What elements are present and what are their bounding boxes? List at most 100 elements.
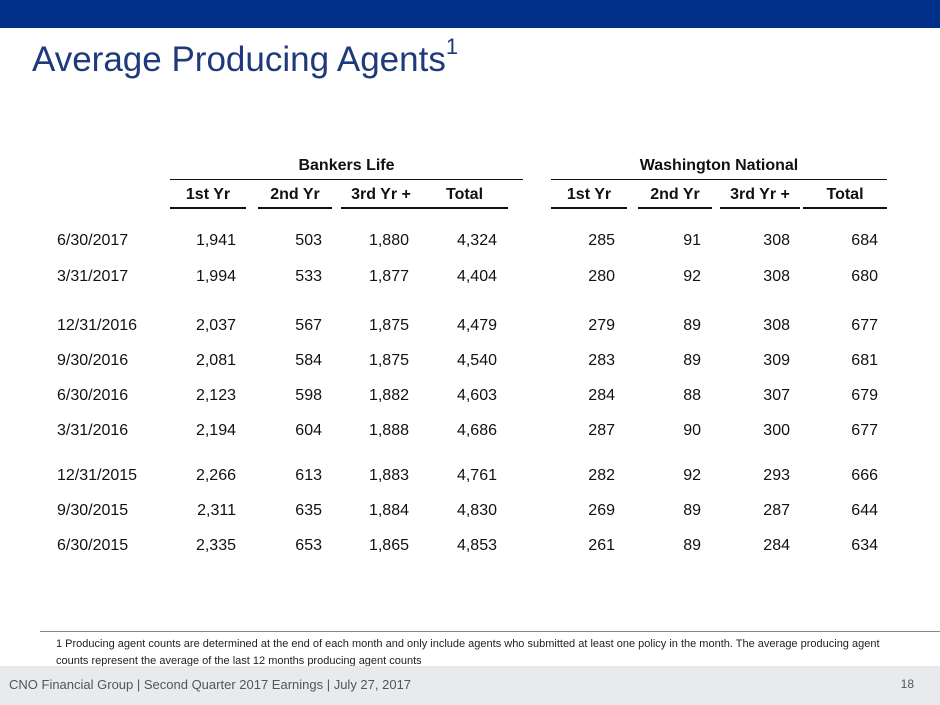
table-cell: 92 <box>683 268 701 285</box>
table-cell: 677 <box>851 422 878 439</box>
table-cell: 4,324 <box>456 232 497 249</box>
table-cell: 285 <box>588 232 615 249</box>
table-cell: 308 <box>763 317 790 334</box>
table-cell: 2,123 <box>195 387 236 404</box>
table-cell: 90 <box>683 422 701 439</box>
table-cell: 287 <box>588 422 615 439</box>
table-row: 6/30/2015 2,335 653 1,865 4,853 261 89 284 634 <box>0 537 940 557</box>
table-cell: 1,875 <box>368 352 409 369</box>
table-cell: 287 <box>763 502 790 519</box>
table-cell: 666 <box>851 467 878 484</box>
table-cell: 300 <box>763 422 790 439</box>
table-cell: 1,888 <box>368 422 409 439</box>
table-row: 12/31/2015 2,266 613 1,883 4,761 282 92 293 666 <box>0 467 940 487</box>
group-header-washington-national: Washington National <box>551 157 887 180</box>
table-cell: 89 <box>683 502 701 519</box>
row-date: 9/30/2016 <box>57 352 129 369</box>
table-cell: 681 <box>851 352 878 369</box>
table-cell: 284 <box>588 387 615 404</box>
table-cell: 307 <box>763 387 790 404</box>
table-cell: 4,761 <box>456 467 497 484</box>
table-cell: 308 <box>763 232 790 249</box>
row-date: 3/31/2017 <box>57 268 129 285</box>
table-cell: 279 <box>588 317 615 334</box>
table-cell: 280 <box>588 268 615 285</box>
group-header-bankers-life: Bankers Life <box>170 157 523 180</box>
table-cell: 634 <box>851 537 878 554</box>
table-cell: 679 <box>851 387 878 404</box>
footer-text: CNO Financial Group | Second Quarter 201… <box>9 677 412 692</box>
footnote: 1 Producing agent counts are determined … <box>56 638 880 667</box>
row-date: 12/31/2016 <box>57 317 138 334</box>
table-cell: 2,266 <box>195 467 236 484</box>
table-cell: 4,404 <box>456 268 497 285</box>
table-cell: 567 <box>295 317 322 334</box>
column-header: Total <box>421 186 508 209</box>
column-header: 1st Yr <box>551 186 627 209</box>
table-cell: 584 <box>295 352 322 369</box>
table-cell: 677 <box>851 317 878 334</box>
table-cell: 2,194 <box>195 422 236 439</box>
table-row: 9/30/2016 2,081 584 1,875 4,540 283 89 309 681 <box>0 352 940 372</box>
table-cell: 604 <box>295 422 322 439</box>
row-date: 9/30/2015 <box>57 502 129 519</box>
table-cell: 503 <box>295 232 322 249</box>
table-cell: 283 <box>588 352 615 369</box>
table-cell: 89 <box>683 352 701 369</box>
table-cell: 1,994 <box>195 268 236 285</box>
table-cell: 613 <box>295 467 322 484</box>
top-banner <box>0 0 940 28</box>
table-cell: 89 <box>683 537 701 554</box>
table-cell: 4,603 <box>456 387 497 404</box>
table-cell: 269 <box>588 502 615 519</box>
table-cell: 91 <box>683 232 701 249</box>
table-cell: 92 <box>683 467 701 484</box>
table-cell: 533 <box>295 268 322 285</box>
table-cell: 282 <box>588 467 615 484</box>
column-header: 3rd Yr + <box>341 186 421 209</box>
column-header: 2nd Yr <box>258 186 332 209</box>
table-cell: 1,882 <box>368 387 409 404</box>
row-date: 12/31/2015 <box>57 467 138 484</box>
table-cell: 653 <box>295 537 322 554</box>
table-row: 3/31/2016 2,194 604 1,888 4,686 287 90 300 677 <box>0 422 940 442</box>
column-header: Total <box>803 186 887 209</box>
row-date: 3/31/2016 <box>57 422 129 439</box>
table-cell: 4,686 <box>456 422 497 439</box>
table-cell: 1,875 <box>368 317 409 334</box>
table-cell: 308 <box>763 268 790 285</box>
table-cell: 4,830 <box>456 502 497 519</box>
table-cell: 2,335 <box>195 537 236 554</box>
title-footnote-marker: 1 <box>445 34 459 59</box>
row-date: 6/30/2017 <box>57 232 129 249</box>
table-cell: 88 <box>683 387 701 404</box>
table-row: 6/30/2016 2,123 598 1,882 4,603 284 88 307 679 <box>0 387 940 407</box>
table-cell: 680 <box>851 268 878 285</box>
row-date: 6/30/2016 <box>57 387 129 404</box>
table-cell: 598 <box>295 387 322 404</box>
table-cell: 309 <box>763 352 790 369</box>
page-title-text: Average Producing Agents <box>32 40 446 79</box>
row-date: 6/30/2015 <box>57 537 129 554</box>
column-header: 1st Yr <box>170 186 246 209</box>
table-cell: 1,884 <box>368 502 409 519</box>
footer-band <box>0 666 940 705</box>
table-cell: 1,883 <box>368 467 409 484</box>
table-cell: 1,877 <box>368 268 409 285</box>
table-cell: 2,037 <box>195 317 236 334</box>
page-title: Average Producing Agents1 <box>32 36 458 80</box>
table-cell: 293 <box>763 467 790 484</box>
page-number: 18 <box>900 677 914 691</box>
table-cell: 1,865 <box>368 537 409 554</box>
column-header: 2nd Yr <box>638 186 712 209</box>
table-cell: 2,081 <box>195 352 236 369</box>
table-cell: 1,941 <box>195 232 236 249</box>
table-cell: 2,311 <box>197 502 236 519</box>
table-row: 12/31/2016 2,037 567 1,875 4,479 279 89 308 677 <box>0 317 940 337</box>
table-row: 6/30/2017 1,941 503 1,880 4,324 285 91 308 684 <box>0 232 940 252</box>
table-cell: 4,853 <box>456 537 497 554</box>
table-row: 9/30/2015 2,311 635 1,884 4,830 269 89 287 644 <box>0 502 940 522</box>
table-cell: 684 <box>851 232 878 249</box>
footnote-divider <box>40 631 940 632</box>
table-cell: 4,479 <box>456 317 497 334</box>
